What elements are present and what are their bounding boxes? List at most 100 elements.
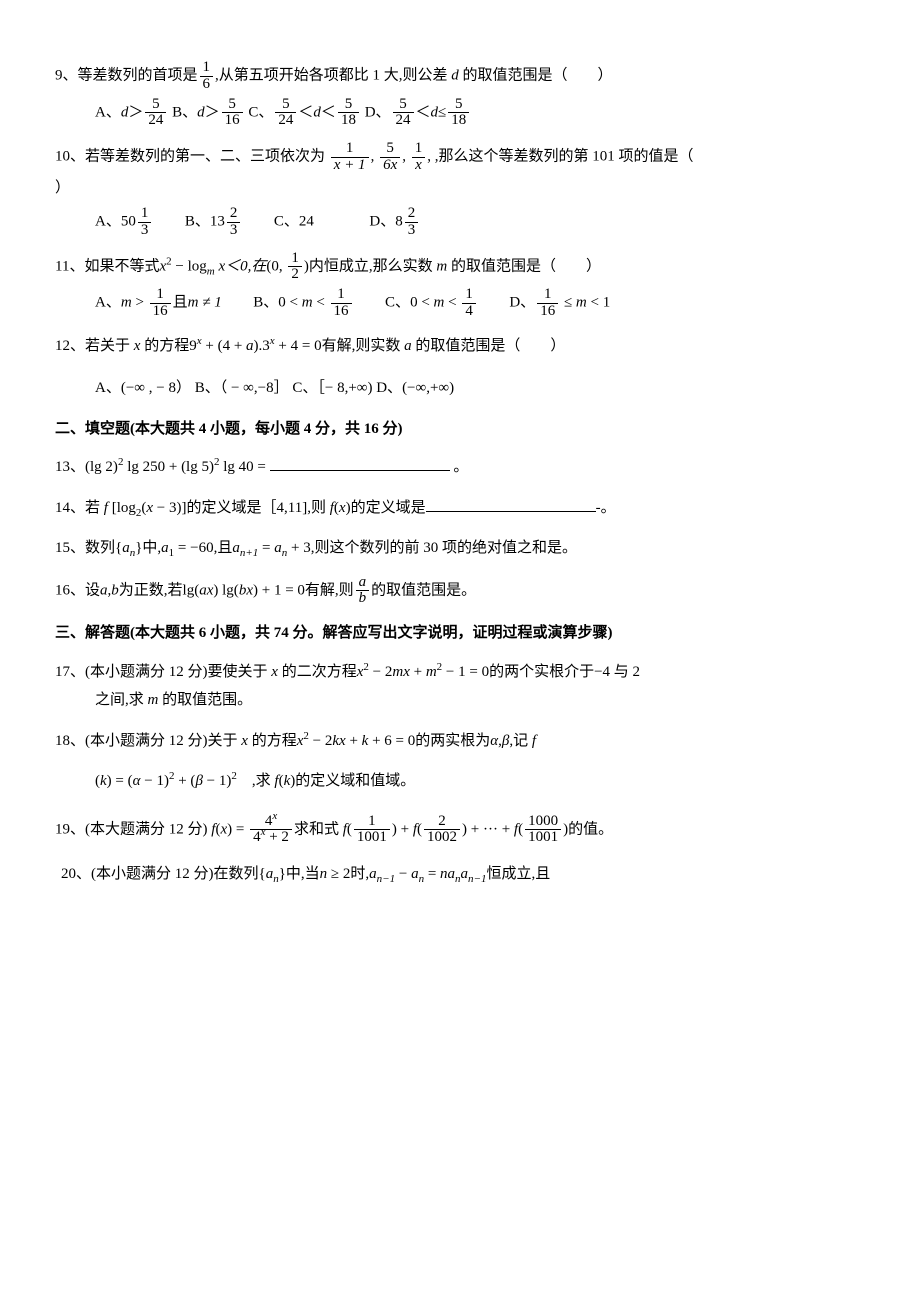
q18-tail: + 6 = 0	[368, 733, 415, 749]
q20-nn: n	[440, 866, 448, 882]
q10-text-b: , ,那么这个等差数列的第 101 项的值是（	[427, 149, 693, 165]
q9-b-frac: 516	[222, 97, 243, 130]
q18-line2: (k) = (α − 1)2 + (β − 1)2 ,求 f(k)的定义域和值域…	[55, 767, 865, 796]
q15-eq: = −60	[174, 540, 213, 556]
q16-ta: 设	[85, 582, 100, 598]
q19-tb: 求和式	[294, 821, 339, 837]
q12-dl: D、	[376, 380, 402, 396]
q19-tc: 的值。	[568, 821, 613, 837]
q20-tc: 时,	[350, 866, 369, 882]
q11-d-label: D、	[509, 295, 535, 311]
q9-c-var: d	[313, 104, 321, 120]
q13-tail: lg 40 =	[219, 459, 269, 475]
q18-l2t: ,求	[237, 773, 271, 789]
q9-c-label: C、	[248, 104, 273, 120]
q18-tb: 的方程	[252, 733, 297, 749]
q9-c-op2: ＜	[321, 104, 336, 120]
q11-a-ne: m ≠ 1	[188, 295, 222, 311]
q19-mainfrac: 4x4x + 2	[250, 814, 292, 847]
q11-a-and: 且	[173, 295, 188, 311]
q19-p3: (	[518, 821, 523, 837]
q19-p2c: ) + ··· +	[462, 821, 514, 837]
q12-bl: B、	[195, 380, 220, 396]
q10-d-label: D、	[369, 214, 395, 230]
q11-sub: m	[207, 265, 215, 277]
q14-tb: 的定义域是［4,11],则	[187, 500, 326, 516]
q12-cl: C、	[292, 380, 317, 396]
q9-c-frac1: 524	[275, 97, 296, 130]
q18-x: x	[241, 733, 248, 749]
q17-mid: − 2	[369, 664, 392, 680]
q18-x3: x	[339, 733, 346, 749]
q10-frac3: 1x	[412, 141, 426, 174]
q17-plus: +	[410, 664, 426, 680]
q9-text-b: ,从第五项开始各项都比 1 大,则公差	[215, 68, 448, 84]
q20-td: 恒成立,且	[486, 866, 550, 882]
q9-choices: A、d＞524 B、d＞516 C、524＜d＜518 D、524＜d≤518	[55, 97, 865, 130]
q18-tc: 的两实根为	[415, 733, 490, 749]
q11-b-label: B、	[253, 295, 278, 311]
q9-c-op1: ＜	[298, 104, 313, 120]
q10-c-val: 24	[299, 214, 314, 230]
q14-ta: 若	[85, 500, 100, 516]
q9-b-label: B、	[172, 104, 197, 120]
q17-tc: 的两个实根介于−4 与 2	[489, 664, 640, 680]
q15-tc: ,且	[214, 540, 233, 556]
q10-frac1: 1x + 1	[331, 141, 369, 174]
q18-l2end: 的定义域和值域。	[295, 773, 415, 789]
q20-an2: a	[411, 866, 419, 882]
q16-frac: ab	[356, 575, 370, 608]
q10-a-int: 50	[121, 214, 136, 230]
q16-bx: bx	[239, 582, 253, 598]
q15-num: 15、	[55, 540, 85, 556]
q11-text-a: 如果不等式	[84, 258, 159, 274]
q11-b-lt: <	[313, 295, 329, 311]
q16-mid: ) lg(	[213, 582, 238, 598]
q15-eq2: =	[258, 540, 274, 556]
q12-e4: + 4 = 0	[275, 338, 322, 354]
q10-text-a: 若等差数列的第一、二、三项依次为	[85, 149, 325, 165]
q13-end: 。	[453, 459, 468, 475]
q16-tc: 有解,则	[305, 582, 354, 598]
question-10: 10、若等差数列的第一、二、三项依次为 1x + 1, 56x, 1x, ,那么…	[55, 141, 865, 239]
q20-s4: n−1	[468, 873, 486, 885]
q9-d-label: D、	[365, 104, 391, 120]
q9-num: 9、	[55, 68, 78, 84]
q11-d-frac: 116	[537, 287, 558, 320]
section-2-heading: 二、填空题(本大题共 4 小题，每小题 4 分，共 16 分)	[55, 415, 865, 444]
q19-p2: (	[417, 821, 422, 837]
q9-d-frac2: 518	[448, 97, 469, 130]
q11-c-lhs: 0 <	[410, 295, 433, 311]
q18-f: f	[532, 733, 536, 749]
q15-plus: + 3	[287, 540, 310, 556]
q10-c-label: C、	[274, 214, 299, 230]
q18-l2m1: − 1)	[141, 773, 169, 789]
q11-c-lt: <	[444, 295, 460, 311]
q12-e3: ).3	[254, 338, 270, 354]
q18-l2b: β	[195, 773, 202, 789]
q14-num: 14、	[55, 500, 85, 516]
q15-td: ,则这个数列的前 30 项的绝对值之和是。	[311, 540, 577, 556]
q19-p1c: ) +	[392, 821, 413, 837]
q16-a: a	[100, 582, 108, 598]
q14-tc: 的定义域是	[351, 500, 426, 516]
q18-ta: (本小题满分 12 分)关于	[85, 733, 238, 749]
q9-a-label: A、	[95, 104, 121, 120]
q13-mid: lg 250 + (lg 5)	[123, 459, 214, 475]
q20-ta: (本小题满分 12 分)在数列{	[91, 866, 266, 882]
question-14: 14、若 f [log2(x − 3)]的定义域是［4,11],则 f(x)的定…	[55, 494, 865, 523]
q17-x3: x	[403, 664, 410, 680]
q11-a-frac: 116	[150, 287, 171, 320]
q12-e1: 9	[189, 338, 197, 354]
q11-text-c: 的取值范围是（ ）	[451, 258, 601, 274]
q12-al: A、	[95, 380, 121, 396]
q10-choices: A、5013 B、1323 C、24 D、823	[55, 206, 865, 239]
q9-text-a: 等差数列的首项是	[78, 68, 198, 84]
q11-d-lt: < 1	[587, 295, 610, 311]
q9-d-op2: ≤	[438, 104, 446, 120]
q10-b-label: B、	[185, 214, 210, 230]
q20-s1: n−1	[377, 873, 395, 885]
q18-plus: +	[346, 733, 362, 749]
q9-frac1: 16	[200, 60, 214, 93]
q18-mid: − 2	[309, 733, 332, 749]
